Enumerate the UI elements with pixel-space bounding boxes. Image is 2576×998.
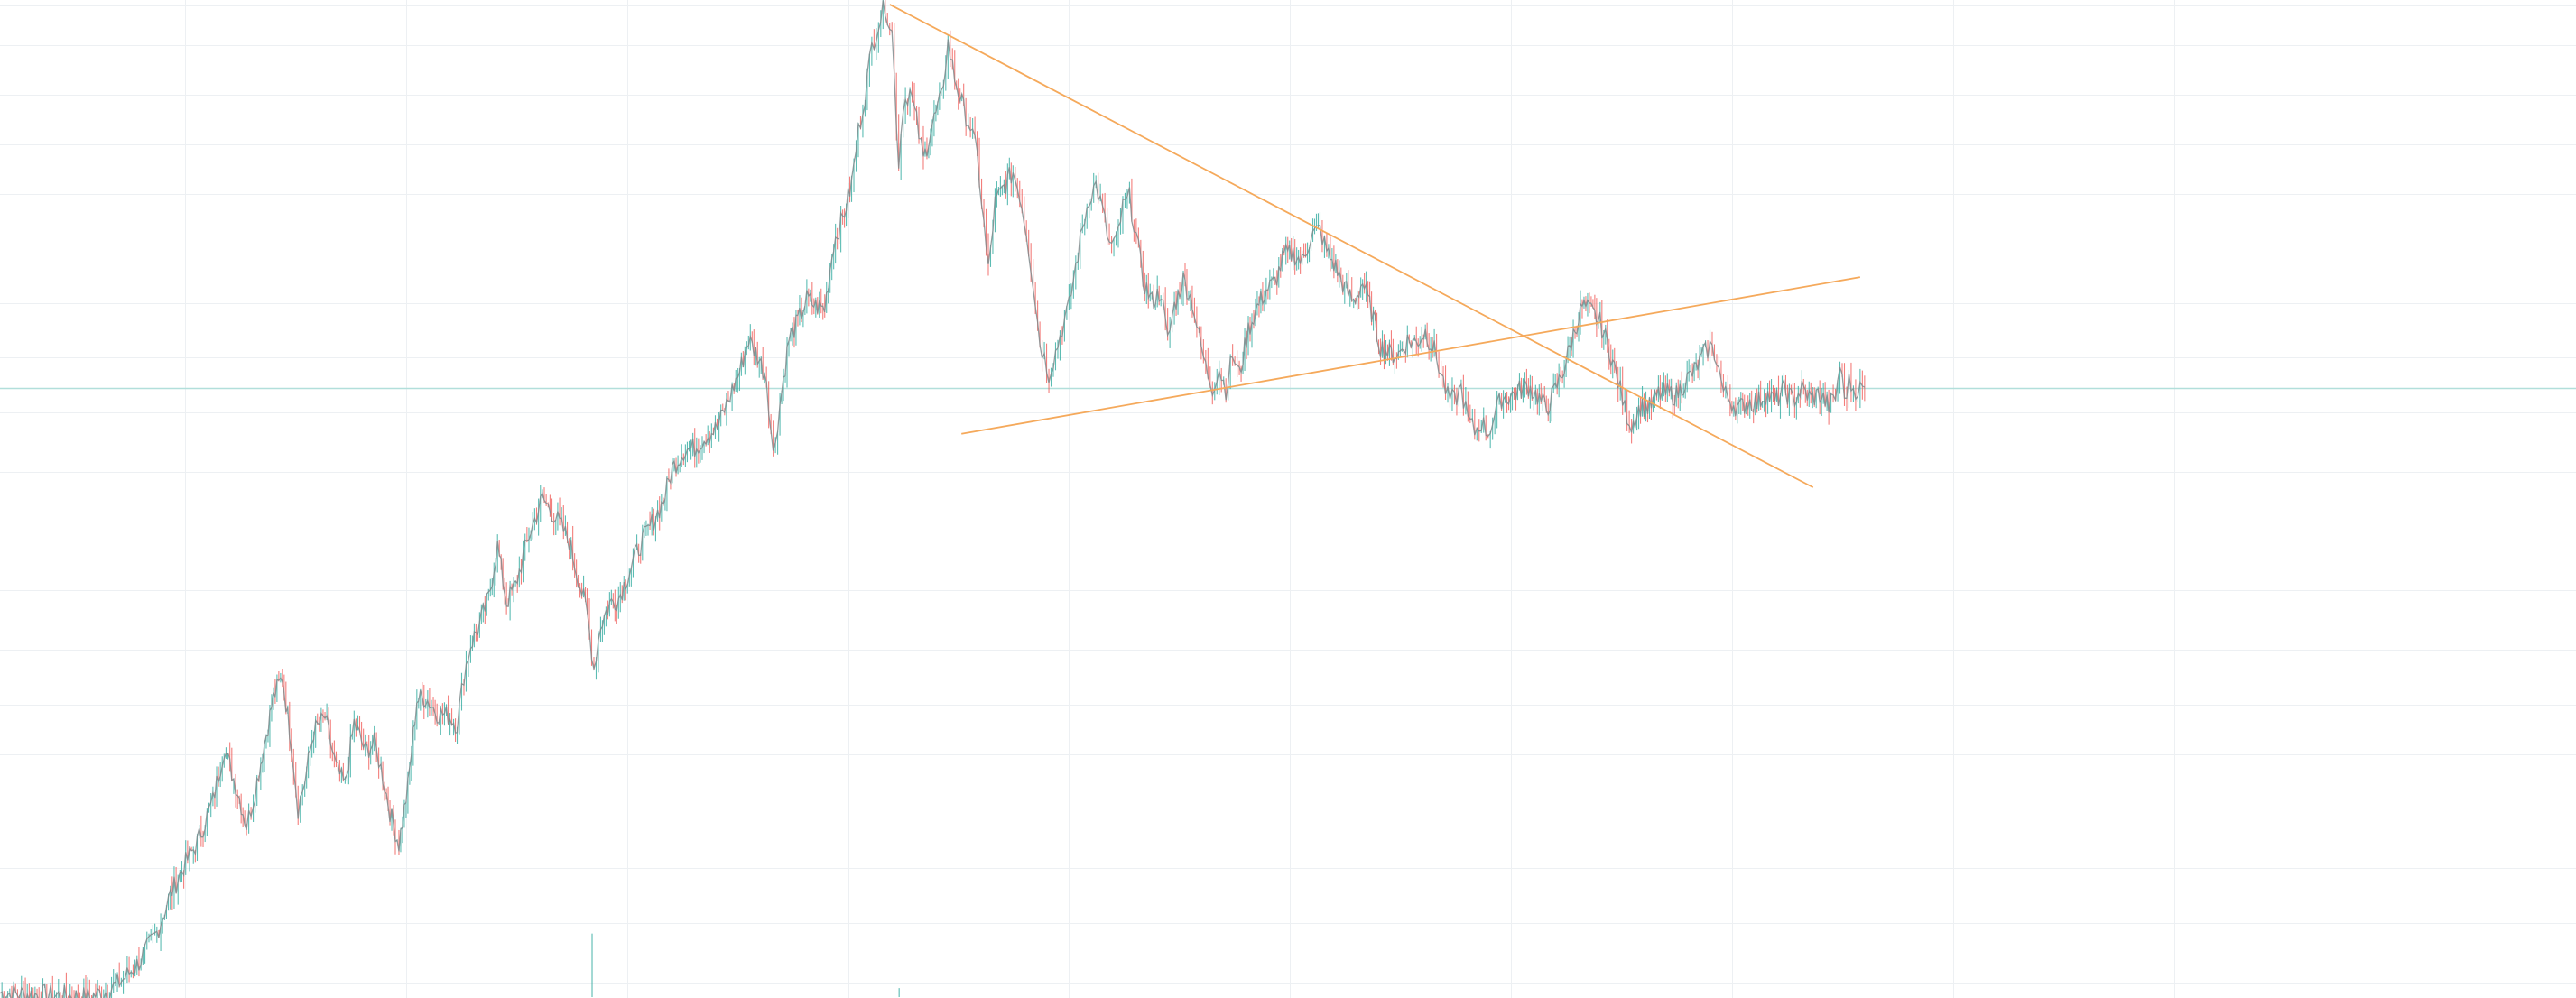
trendline: [961, 276, 1861, 435]
trendline: [889, 4, 1814, 488]
price-line: [0, 0, 1866, 998]
trendline-layer: [889, 4, 1861, 488]
volume-layer: [591, 933, 900, 997]
series-layer: [0, 0, 1866, 998]
